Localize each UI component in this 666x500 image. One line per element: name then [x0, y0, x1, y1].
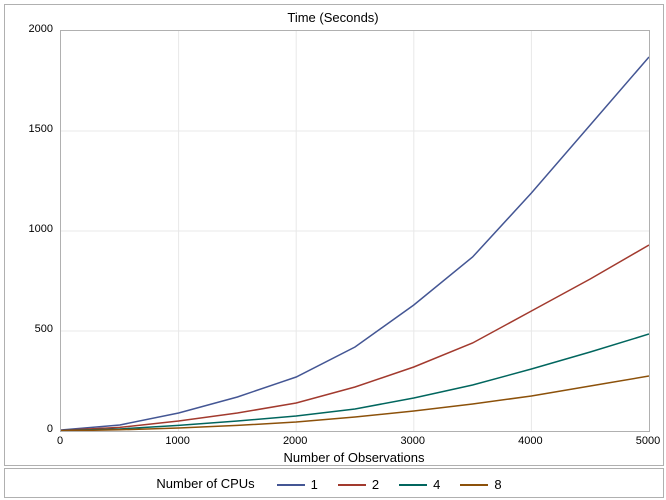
legend-item-8: 8 — [460, 477, 501, 492]
chart-title: Time (Seconds) — [0, 10, 666, 25]
legend-title: Number of CPUs — [156, 476, 254, 491]
legend-label: 2 — [372, 477, 379, 492]
x-tick-label: 0 — [35, 435, 85, 447]
x-tick-label: 4000 — [505, 435, 555, 447]
legend-item-1: 1 — [277, 477, 318, 492]
legend-swatch — [338, 484, 366, 486]
x-tick-label: 5000 — [623, 435, 666, 447]
y-tick-label: 0 — [15, 423, 53, 435]
legend-swatch — [277, 484, 305, 486]
legend-swatch — [460, 484, 488, 486]
y-tick-label: 1500 — [15, 123, 53, 135]
x-tick-label: 2000 — [270, 435, 320, 447]
series-line-8 — [61, 376, 649, 431]
y-tick-label: 1000 — [15, 223, 53, 235]
x-tick-label: 1000 — [153, 435, 203, 447]
series-line-1 — [61, 57, 649, 430]
y-tick-label: 2000 — [15, 23, 53, 35]
series-line-4 — [61, 334, 649, 431]
legend-label: 1 — [311, 477, 318, 492]
plot-svg — [61, 31, 649, 431]
chart-container: Time (Seconds) 0 500 1000 1500 2000 0 1000 200… — [0, 0, 666, 500]
legend-swatch — [399, 484, 427, 486]
legend: Number of CPUs 1 2 4 8 — [4, 468, 664, 498]
y-tick-label: 500 — [15, 323, 53, 335]
x-axis-label: Number of Observations — [60, 450, 648, 465]
legend-item-2: 2 — [338, 477, 379, 492]
series-line-2 — [61, 245, 649, 430]
x-tick-label: 3000 — [388, 435, 438, 447]
legend-label: 8 — [494, 477, 501, 492]
plot-area — [60, 30, 650, 432]
legend-label: 4 — [433, 477, 440, 492]
legend-item-4: 4 — [399, 477, 440, 492]
